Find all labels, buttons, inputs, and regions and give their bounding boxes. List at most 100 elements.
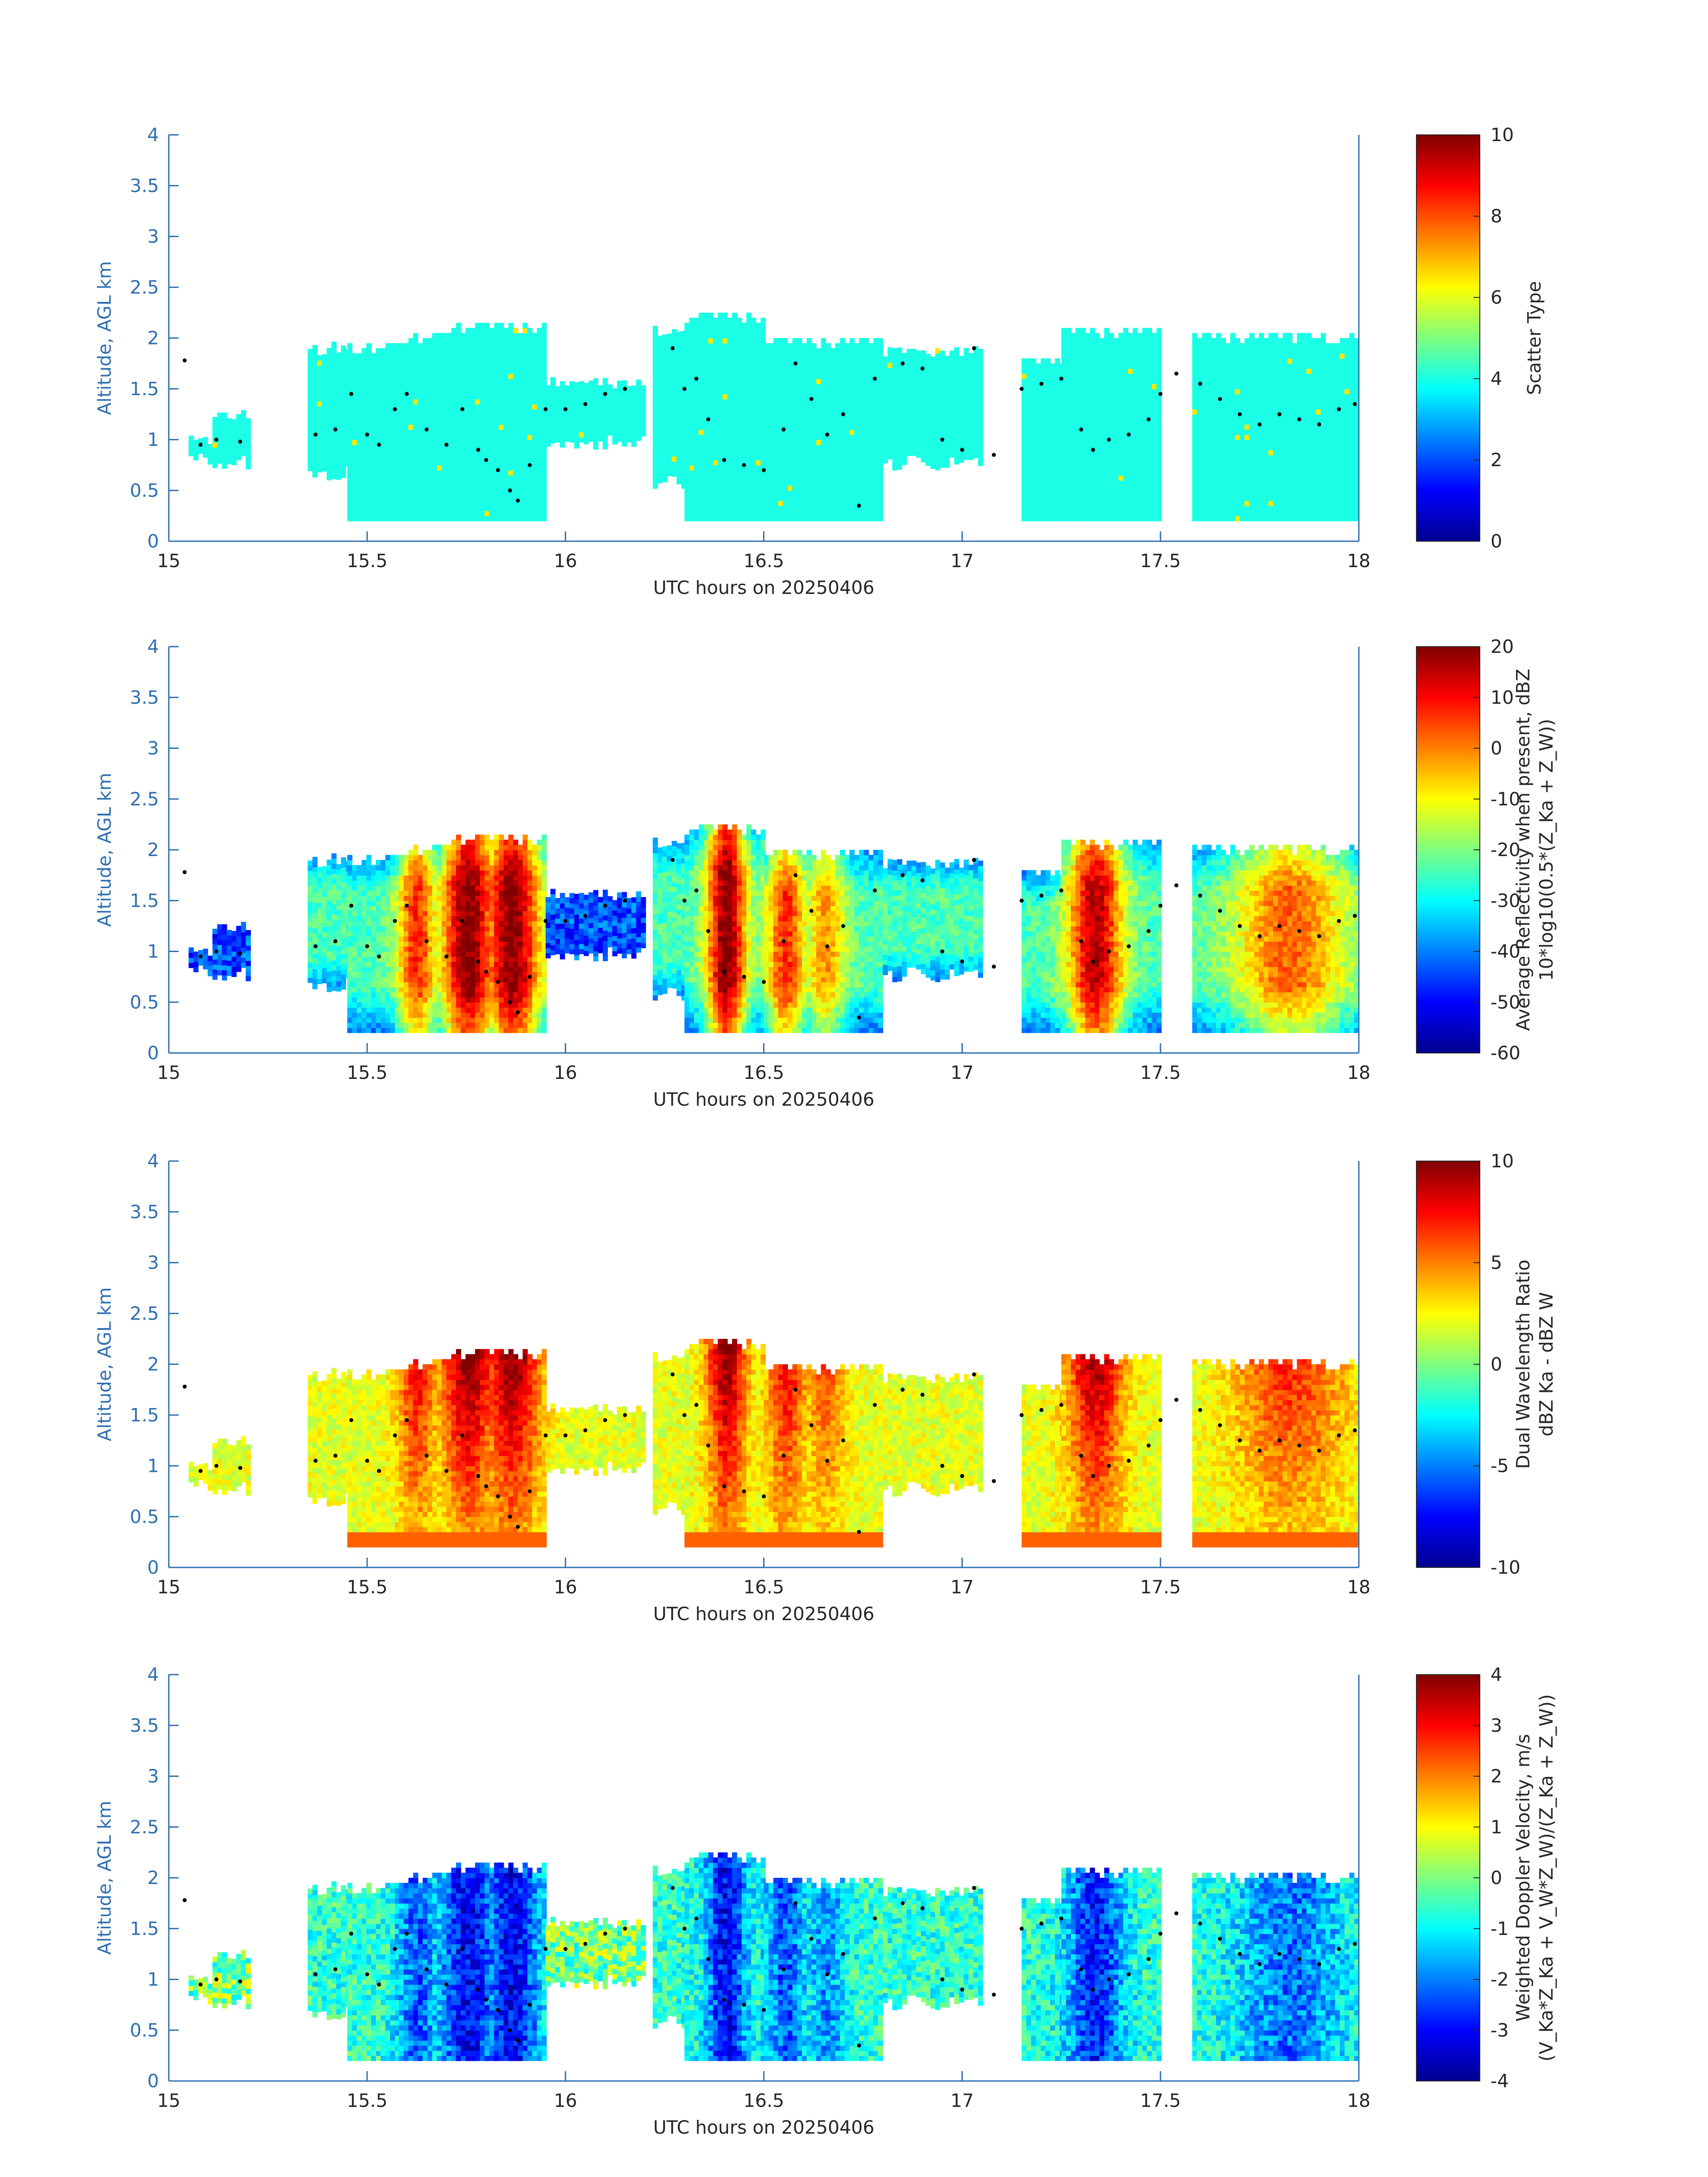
heatmap-cell: [662, 416, 668, 422]
heatmap-cell: [892, 358, 898, 364]
heatmap-cell: [403, 501, 409, 506]
heatmap-cell: [636, 384, 641, 390]
heatmap-cell: [446, 470, 452, 476]
heatmap-cell: [569, 437, 575, 443]
heatmap-cell: [636, 435, 641, 441]
heatmap-cell: [732, 455, 737, 460]
heatmap-cell: [336, 403, 342, 409]
heatmap-cell: [737, 399, 742, 405]
heatmap-cell: [978, 409, 983, 415]
heatmap-cell: [737, 353, 742, 359]
heatmap-cell: [1045, 444, 1051, 451]
heatmap-cell: [593, 393, 598, 399]
heatmap-cell: [499, 404, 504, 410]
heatmap-cell: [978, 435, 983, 441]
heatmap-cell: [873, 516, 879, 522]
heatmap-cell: [802, 439, 807, 445]
heatmap-cell: [451, 465, 456, 471]
heatmap-cell: [569, 386, 575, 392]
heatmap-cell: [1066, 516, 1071, 522]
heatmap-cell: [751, 435, 756, 440]
heatmap-cell: [916, 422, 922, 427]
heatmap-cell: [380, 429, 386, 435]
heatmap-cell: [331, 458, 337, 464]
heatmap-cell: [873, 429, 879, 435]
heatmap-cell: [806, 465, 812, 471]
heatmap-cell: [312, 441, 318, 447]
heatmap-cell: [727, 424, 733, 430]
heatmap-cell: [470, 444, 476, 451]
heatmap-cell: [1061, 414, 1067, 420]
heatmap-cell: [442, 343, 447, 349]
heatmap-cell: [357, 409, 362, 415]
heatmap-cell: [532, 424, 538, 430]
heatmap-cell: [684, 470, 690, 476]
heatmap-cell: [518, 384, 523, 389]
heatmap-cell: [708, 404, 714, 410]
heatmap-cell: [778, 384, 783, 389]
heatmap-cell: [1040, 465, 1046, 471]
heatmap-cell: [751, 404, 756, 410]
heatmap-cell: [422, 368, 428, 374]
heatmap-cell: [418, 516, 423, 522]
heatmap-cell: [451, 439, 456, 445]
heatmap-cell: [484, 480, 490, 486]
heatmap-cell: [1075, 450, 1081, 455]
heatmap-cell: [751, 328, 756, 334]
heatmap-cell: [212, 442, 218, 448]
heatmap-cell: [503, 470, 509, 476]
heatmap-cell: [475, 485, 480, 491]
heatmap-cell: [672, 395, 677, 401]
heatmap-cell: [718, 328, 723, 334]
heatmap-cell: [413, 480, 418, 486]
heatmap-cell: [968, 414, 974, 420]
heatmap-cell: [916, 361, 922, 367]
heatmap-cell: [1080, 424, 1086, 430]
heatmap-cell: [317, 436, 322, 442]
heatmap-cell: [1066, 480, 1071, 486]
heatmap-cell: [1050, 465, 1056, 471]
heatmap-cell: [399, 399, 404, 405]
heatmap-cell: [1026, 394, 1032, 400]
heatmap-cell: [694, 353, 699, 359]
heatmap-cell: [503, 343, 509, 349]
heatmap-cell: [826, 465, 831, 471]
heatmap-cell: [222, 422, 227, 428]
heatmap-cell: [418, 348, 423, 354]
heatmap-cell: [802, 348, 807, 354]
heatmap-cell: [1045, 414, 1051, 420]
heatmap-cell: [821, 363, 826, 369]
heatmap-cell: [1031, 429, 1036, 435]
heatmap-cell: [602, 403, 608, 409]
heatmap-cell: [1075, 384, 1081, 389]
heatmap-cell: [385, 429, 391, 435]
heatmap-cell: [840, 424, 845, 430]
heatmap-cell: [1099, 429, 1105, 435]
heatmap-cell: [312, 370, 318, 376]
heatmap-cell: [797, 373, 802, 379]
heatmap-cell: [193, 445, 199, 451]
heatmap-cell: [1045, 404, 1051, 410]
heatmap-cell: [835, 506, 840, 511]
heatmap-cell: [722, 490, 728, 496]
heatmap-cell: [432, 333, 438, 338]
heatmap-cell: [722, 470, 728, 476]
heatmap-cell: [783, 450, 788, 455]
heatmap-cell: [840, 475, 845, 481]
heatmap-cell: [555, 396, 560, 402]
heatmap-cell: [475, 419, 480, 425]
heatmap-cell: [921, 451, 926, 457]
heatmap-cell: [607, 384, 613, 390]
heatmap-cell: [944, 371, 950, 376]
heatmap-cell: [347, 444, 353, 451]
heatmap-cell: [470, 399, 476, 405]
heatmap-cell: [385, 444, 391, 451]
heatmap-cell: [508, 379, 514, 384]
heatmap-cell: [1040, 368, 1046, 374]
heatmap-cell: [1099, 338, 1105, 344]
heatmap-cell: [460, 404, 466, 410]
heatmap-cell: [317, 416, 322, 422]
heatmap-cell: [783, 424, 788, 430]
heatmap-cell: [1066, 373, 1071, 379]
heatmap-cell: [564, 411, 570, 417]
